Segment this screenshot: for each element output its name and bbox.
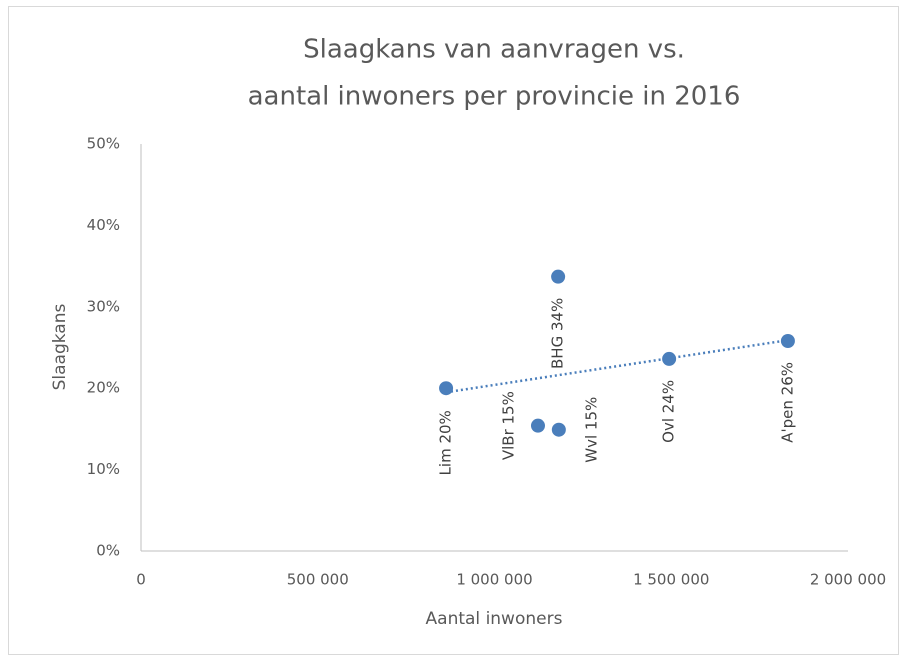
point xyxy=(662,351,677,366)
data-label: BHG 34% xyxy=(549,298,567,369)
chart-title: Slaagkans van aanvragen vs. xyxy=(303,35,685,65)
y-axis-label: Slaagkans xyxy=(50,303,70,390)
point xyxy=(551,422,566,437)
data-label: A'pen 26% xyxy=(778,362,796,443)
point xyxy=(439,381,454,396)
y-tick-label: 40% xyxy=(87,216,120,234)
y-tick-label: 0% xyxy=(96,542,120,560)
x-tick-label: 2 000 000 xyxy=(810,571,886,589)
point xyxy=(780,333,795,348)
data-label: VlBr 15% xyxy=(499,391,517,460)
point xyxy=(530,418,545,433)
y-tick-label: 50% xyxy=(87,135,120,153)
data-label: Wvl 15% xyxy=(582,397,600,463)
data-label: Ovl 24% xyxy=(660,380,678,443)
data-label: Lim 20% xyxy=(437,410,455,475)
point xyxy=(551,269,566,284)
chart-frame xyxy=(8,6,899,655)
x-tick-label: 1 000 000 xyxy=(456,571,532,589)
y-tick-label: 10% xyxy=(87,460,120,478)
chart-title: aantal inwoners per provincie in 2016 xyxy=(248,82,741,112)
x-axis-label: Aantal inwoners xyxy=(426,609,563,629)
x-tick-label: 500 000 xyxy=(287,571,349,589)
y-tick-label: 30% xyxy=(87,297,120,315)
x-tick-label: 0 xyxy=(136,571,146,589)
y-tick-label: 20% xyxy=(87,379,120,397)
x-tick-label: 1 500 000 xyxy=(633,571,709,589)
